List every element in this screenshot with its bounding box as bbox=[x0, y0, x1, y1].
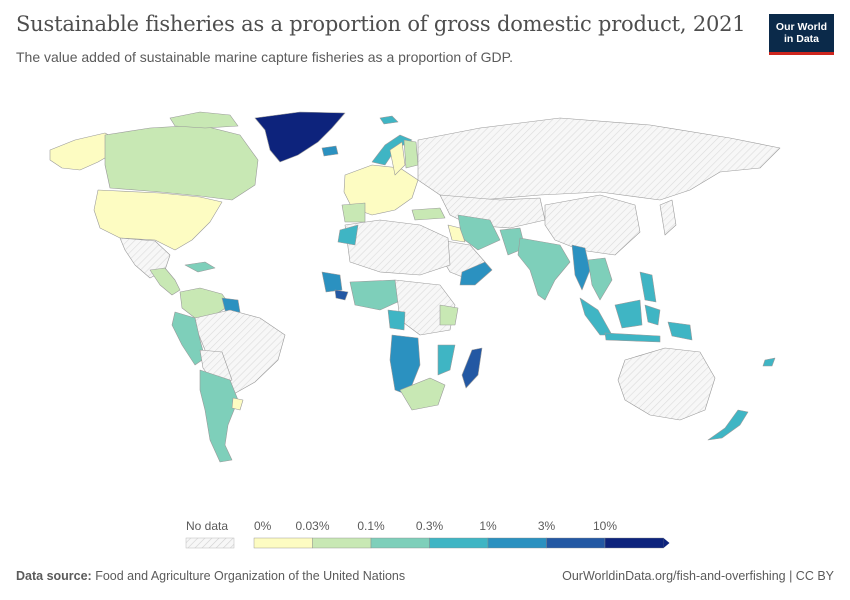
country-south-africa[interactable] bbox=[399, 377, 446, 411]
source-url[interactable]: OurWorldinData.org/fish-and-overfishing … bbox=[562, 569, 834, 583]
country-oman-yemen[interactable] bbox=[459, 261, 493, 286]
country-spain[interactable] bbox=[341, 202, 366, 223]
legend-swatch bbox=[546, 537, 606, 549]
country-greenland[interactable] bbox=[254, 111, 346, 163]
legend-swatch bbox=[370, 537, 430, 549]
country-uruguay[interactable] bbox=[231, 397, 244, 411]
data-source-label: Data source: bbox=[16, 569, 92, 583]
country-new-zealand[interactable] bbox=[707, 409, 749, 441]
country-central-america[interactable] bbox=[149, 267, 181, 296]
legend-swatch bbox=[253, 537, 313, 549]
country-canada-islands[interactable] bbox=[169, 111, 239, 129]
country-gabon-congo[interactable] bbox=[387, 309, 406, 331]
country-sweden[interactable] bbox=[389, 141, 406, 176]
logo-line-1: Our World bbox=[775, 21, 828, 33]
country-indonesia-sulawesi[interactable] bbox=[644, 304, 661, 326]
country-indonesia-java[interactable] bbox=[604, 332, 661, 343]
country-philippines[interactable] bbox=[639, 271, 657, 303]
country-pacific-islands[interactable] bbox=[762, 357, 776, 367]
owid-logo[interactable]: Our World in Data bbox=[769, 14, 834, 55]
country-thailand-vietnam[interactable] bbox=[587, 257, 613, 301]
country-caribbean[interactable] bbox=[184, 261, 216, 273]
legend-tick-label: 10% bbox=[593, 519, 617, 533]
country-russia[interactable] bbox=[417, 117, 781, 201]
country-canada[interactable] bbox=[104, 124, 259, 201]
country-mozambique[interactable] bbox=[437, 344, 456, 376]
legend-tick-label: 0.03% bbox=[295, 519, 329, 533]
country-west-africa[interactable] bbox=[349, 279, 403, 311]
country-turkey[interactable] bbox=[411, 207, 446, 221]
world-map[interactable] bbox=[0, 100, 850, 500]
country-central-asia[interactable] bbox=[439, 194, 546, 229]
legend-swatch bbox=[487, 537, 547, 549]
country-usa[interactable] bbox=[93, 189, 223, 251]
logo-line-2: in Data bbox=[783, 33, 819, 45]
legend-no-data-label: No data bbox=[186, 519, 228, 533]
country-svalbard[interactable] bbox=[379, 115, 399, 125]
country-papua[interactable] bbox=[667, 321, 693, 341]
data-source-text: Food and Agriculture Organization of the… bbox=[95, 569, 406, 583]
country-kenya-tanzania[interactable] bbox=[439, 304, 459, 326]
chart-subtitle: The value added of sustainable marine ca… bbox=[16, 49, 514, 65]
country-venezuela-colombia[interactable] bbox=[179, 287, 231, 319]
country-indonesia-borneo[interactable] bbox=[614, 299, 643, 329]
data-source: Data source: Food and Agriculture Organi… bbox=[16, 569, 405, 583]
country-argentina[interactable] bbox=[199, 369, 239, 463]
country-morocco[interactable] bbox=[337, 224, 359, 246]
country-alaska[interactable] bbox=[49, 132, 119, 171]
country-sierra-leone[interactable] bbox=[334, 289, 349, 301]
map-legend: No data 0% 0.03% 0.1% 0.3% 1% 3% 10% bbox=[185, 519, 670, 549]
chart-title: Sustainable fisheries as a proportion of… bbox=[16, 12, 746, 36]
legend-tick-label: 0% bbox=[254, 519, 272, 533]
country-iceland[interactable] bbox=[321, 145, 339, 157]
legend-tick-label: 1% bbox=[479, 519, 497, 533]
country-japan[interactable] bbox=[659, 199, 677, 236]
country-iraq-lebanon[interactable] bbox=[447, 224, 466, 243]
country-senegal-guinea[interactable] bbox=[321, 271, 343, 293]
country-china[interactable] bbox=[544, 194, 641, 256]
legend-tick-label: 0.3% bbox=[416, 519, 444, 533]
legend-tick-label: 0.1% bbox=[357, 519, 385, 533]
legend-no-data-swatch bbox=[185, 537, 235, 549]
country-finland[interactable] bbox=[403, 139, 419, 169]
country-north-africa[interactable] bbox=[344, 219, 451, 276]
country-madagascar[interactable] bbox=[461, 347, 483, 389]
country-australia[interactable] bbox=[617, 347, 716, 421]
country-myanmar[interactable] bbox=[571, 244, 591, 291]
country-western-europe[interactable] bbox=[343, 164, 419, 216]
country-peru[interactable] bbox=[171, 311, 206, 366]
legend-arrow bbox=[663, 538, 670, 548]
country-indonesia-sumatra[interactable] bbox=[579, 297, 613, 336]
legend-swatch bbox=[429, 537, 489, 549]
country-guyana-suriname[interactable] bbox=[221, 297, 241, 315]
legend-swatch bbox=[604, 537, 664, 549]
legend-swatch bbox=[312, 537, 372, 549]
legend-tick-label: 3% bbox=[538, 519, 556, 533]
country-india[interactable] bbox=[517, 237, 571, 301]
